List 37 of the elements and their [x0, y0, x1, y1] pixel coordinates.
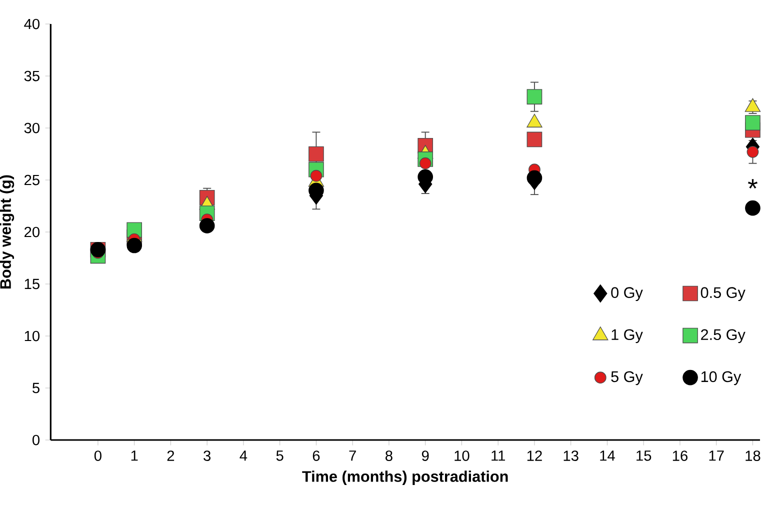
legend-label: 0 Gy — [611, 287, 643, 302]
y-axis-title: Body weight (g) — [0, 175, 14, 288]
x-tick-label: 2 — [167, 450, 174, 461]
y-tick-label: 15 — [24, 278, 40, 290]
legend-label: 10 Gy — [701, 371, 742, 386]
y-tick-label: 30 — [24, 122, 40, 134]
x-tick-label: 11 — [492, 450, 505, 461]
x-tick-label: 0 — [94, 450, 102, 461]
x-tick-label: 7 — [349, 450, 356, 461]
y-tick-label: 25 — [24, 174, 40, 186]
x-tick-label: 17 — [709, 450, 724, 461]
x-tick-label: 1 — [131, 450, 138, 461]
x-tick-label: 16 — [672, 450, 688, 461]
x-tick-label: 14 — [600, 450, 615, 461]
y-tick-label: 5 — [32, 382, 40, 394]
x-tick-label: 9 — [422, 450, 429, 461]
x-axis-title: Time (months) postradiation — [302, 470, 508, 485]
legend-label: 5 Gy — [611, 371, 643, 386]
x-tick-label: 6 — [312, 450, 320, 461]
y-tick-label: 10 — [24, 330, 40, 342]
legend-label: 2.5 Gy — [701, 329, 746, 344]
x-tick-label: 12 — [527, 450, 542, 461]
y-tick-label: 20 — [24, 226, 40, 238]
x-tick-label: 18 — [746, 450, 760, 461]
legend-label: 0.5 Gy — [700, 287, 746, 302]
annotation: * — [748, 179, 758, 189]
x-tick-label: 15 — [636, 450, 652, 461]
y-tick-label: 0 — [32, 434, 40, 446]
x-tick-label: 8 — [386, 450, 392, 461]
x-tick-label: 3 — [204, 450, 211, 461]
y-tick-label: 35 — [24, 70, 40, 82]
x-tick-label: 13 — [564, 450, 578, 461]
x-tick-label: 10 — [454, 450, 470, 461]
y-tick-label: 40 — [24, 18, 40, 30]
x-tick-label: 5 — [276, 450, 284, 461]
x-tick-label: 4 — [240, 450, 248, 461]
legend-label: 1 Gy — [612, 329, 643, 344]
